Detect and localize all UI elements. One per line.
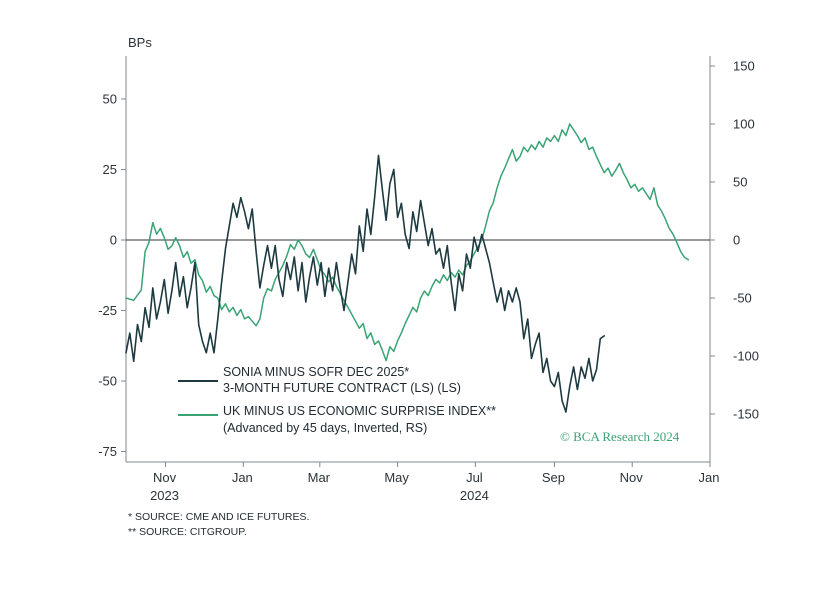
left-tick-label: 50 [103,92,117,107]
x-tick-label: Jan [699,470,720,485]
left-tick-label: -50 [98,374,117,389]
x-tick-label: Jul [466,470,483,485]
legend-label-sonia-line2: 3-MONTH FUTURE CONTRACT (LS) (LS) [223,381,461,395]
y-unit-label: BPs [128,35,152,50]
series-lines [125,123,690,413]
x-tick-label: Mar [308,470,331,485]
plot-frame [125,56,711,463]
right-tick-label: -50 [733,291,752,306]
x-tick-label: Jan [232,470,253,485]
x-tick-label: Nov [153,470,177,485]
left-tick-label: 0 [110,233,117,248]
right-tick-label: -150 [733,407,759,422]
left-tick-label: -25 [98,303,117,318]
brand-mark: © BCA Research 2024 [560,429,680,444]
footnote-1: * SOURCE: CME AND ICE FUTURES. [128,511,309,523]
right-tick-label: 0 [733,233,740,248]
left-tick-label: -75 [98,444,117,459]
right-tick-label: 50 [733,175,747,190]
left-tick-label: 25 [103,162,117,177]
footnote-2: ** SOURCE: CITGROUP. [128,526,247,538]
right-tick-label: 150 [733,59,755,74]
legend-label-sonia-line1: SONIA MINUS SOFR DEC 2025* [223,365,409,379]
legend: SONIA MINUS SOFR DEC 2025* 3-MONTH FUTUR… [178,365,496,435]
series-line-surprise-index [125,123,690,362]
left-axis: 50 25 0 -25 -50 -75 [98,92,126,459]
series-line-sonia-sofr [125,154,605,413]
right-axis: -150 -100 -50 0 50 100 150 [710,59,759,422]
x-axis: Nov 2023 Jan Mar May Jul 2024 Sep Nov Jan [150,462,719,503]
right-tick-label: 100 [733,117,755,132]
legend-label-surprise-line2: (Advanced by 45 days, Inverted, RS) [223,421,427,435]
x-tick-year-label: 2024 [460,488,489,503]
x-tick-label: Sep [542,470,565,485]
x-tick-year-label: 2023 [150,488,179,503]
x-tick-label: Nov [620,470,644,485]
x-tick-label: May [384,470,409,485]
right-tick-label: -100 [733,349,759,364]
legend-label-surprise-line1: UK MINUS US ECONOMIC SURPRISE INDEX** [223,404,496,418]
